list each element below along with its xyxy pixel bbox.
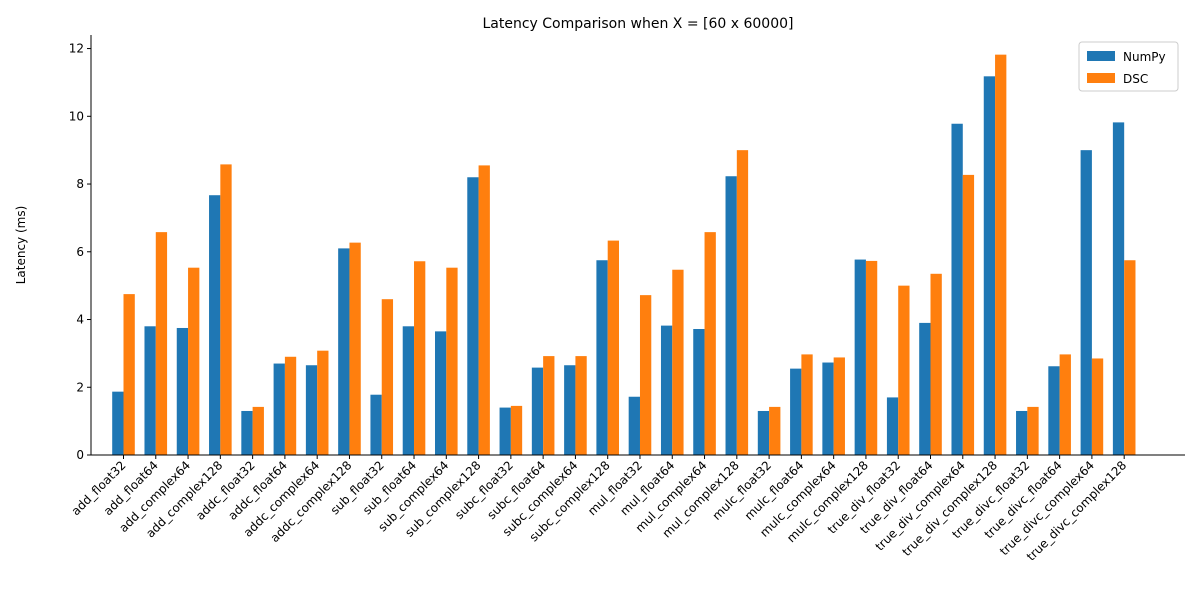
- y-tick-label: 12: [69, 42, 84, 56]
- y-ticks: 0 2 4 6 8 10 12: [69, 42, 91, 462]
- bar-dsc-true_divc_complex128: [1124, 260, 1136, 455]
- bar-dsc-add_float32: [123, 294, 135, 455]
- bar-dsc-mulc_complex64: [833, 357, 845, 455]
- bar-dsc-mulc_complex128: [865, 260, 878, 455]
- bar-numpy-sub_float64: [402, 326, 415, 455]
- bar-dsc-mul_complex128: [736, 150, 749, 455]
- bar-numpy-subc_float32: [499, 407, 511, 455]
- bar-numpy-mulc_complex128: [854, 259, 866, 455]
- bar-dsc-sub_float32: [381, 299, 394, 455]
- chart-title: Latency Comparison when X = [60 x 60000]: [482, 16, 793, 32]
- bar-dsc-addc_float32: [252, 406, 264, 455]
- bar-numpy-add_float32: [112, 391, 124, 455]
- bar-dsc-subc_float64: [543, 356, 555, 455]
- bar-numpy-sub_float32: [370, 394, 382, 455]
- bar-dsc-subc_complex64: [575, 356, 587, 455]
- y-tick-label: 0: [76, 448, 84, 462]
- bar-numpy-add_complex64: [176, 327, 189, 455]
- bar-numpy-addc_complex64: [305, 365, 318, 455]
- bar-numpy-true_divc_complex64: [1080, 150, 1092, 455]
- bar-dsc-add_complex128: [220, 164, 232, 455]
- bar-numpy-addc_complex128: [338, 248, 350, 455]
- bar-dsc-add_float64: [155, 232, 168, 455]
- bar-numpy-subc_float64: [531, 367, 544, 455]
- bar-numpy-mulc_float32: [757, 410, 770, 455]
- bar-dsc-addc_complex128: [349, 242, 361, 455]
- bar-dsc-true_div_complex64: [962, 174, 975, 455]
- bar-dsc-subc_float32: [510, 405, 523, 455]
- bar-numpy-mulc_complex64: [822, 362, 834, 455]
- bar-dsc-mul_float32: [639, 295, 652, 455]
- bar-dsc-addc_float64: [284, 356, 297, 455]
- bar-numpy-mulc_float64: [790, 368, 802, 455]
- bar-dsc-true_divc_complex64: [1091, 358, 1104, 455]
- bar-dsc-true_div_float64: [930, 273, 942, 455]
- axes-layer: [90, 35, 1185, 456]
- bar-dsc-add_complex64: [188, 267, 200, 455]
- bar-dsc-true_div_complex128: [995, 54, 1007, 456]
- bar-numpy-true_div_float32: [886, 397, 899, 455]
- bar-numpy-subc_complex64: [564, 365, 576, 455]
- bar-dsc-true_divc_float32: [1027, 406, 1039, 455]
- bar-numpy-mul_complex128: [725, 176, 737, 456]
- bar-numpy-mul_float64: [660, 325, 673, 455]
- bar-dsc-mul_complex64: [704, 232, 716, 455]
- bar-dsc-subc_complex128: [607, 240, 619, 455]
- bar-numpy-true_divc_float32: [1016, 410, 1028, 455]
- bar-numpy-true_div_float64: [919, 322, 931, 455]
- y-tick-label: 6: [76, 245, 84, 259]
- legend-swatch-numpy: [1087, 51, 1115, 61]
- bar-numpy-addc_float32: [241, 410, 253, 455]
- bar-numpy-mul_float32: [628, 396, 640, 455]
- bar-dsc-true_div_float32: [898, 285, 910, 455]
- bar-dsc-mul_float64: [672, 269, 684, 455]
- bar-numpy-add_float64: [144, 326, 156, 455]
- bar-numpy-addc_float64: [273, 363, 285, 455]
- legend-swatch-dsc: [1087, 73, 1115, 83]
- bar-numpy-true_div_complex128: [983, 76, 996, 455]
- legend-label-dsc: DSC: [1123, 72, 1148, 86]
- bar-dsc-sub_complex64: [446, 267, 458, 455]
- bar-dsc-sub_float64: [414, 261, 426, 455]
- bar-numpy-true_divc_float64: [1048, 366, 1060, 455]
- y-tick-label: 10: [69, 109, 84, 123]
- y-tick-label: 4: [76, 313, 84, 327]
- bar-numpy-sub_complex128: [467, 177, 479, 455]
- bar-dsc-addc_complex64: [317, 350, 329, 455]
- x-ticks: add_float32add_float64add_complex64add_c…: [69, 455, 1129, 564]
- bar-numpy-true_div_complex64: [951, 123, 963, 456]
- y-axis-label: Latency (ms): [14, 206, 28, 285]
- bar-dsc-mulc_float32: [769, 406, 781, 455]
- bar-numpy-subc_complex128: [596, 260, 608, 455]
- legend-label-numpy: NumPy: [1123, 50, 1166, 64]
- y-tick-label: 8: [76, 177, 84, 191]
- bar-dsc-true_divc_float64: [1059, 354, 1071, 455]
- bar-numpy-true_divc_complex128: [1112, 122, 1125, 455]
- bars-layer: [112, 54, 1136, 456]
- bar-dsc-sub_complex128: [478, 165, 490, 455]
- bar-dsc-mulc_float64: [801, 354, 813, 455]
- legend: NumPy DSC: [1078, 41, 1179, 92]
- y-tick-label: 2: [76, 380, 84, 394]
- bar-numpy-add_complex128: [209, 195, 221, 455]
- bar-numpy-mul_complex64: [693, 329, 705, 455]
- bar-numpy-sub_complex64: [435, 331, 447, 455]
